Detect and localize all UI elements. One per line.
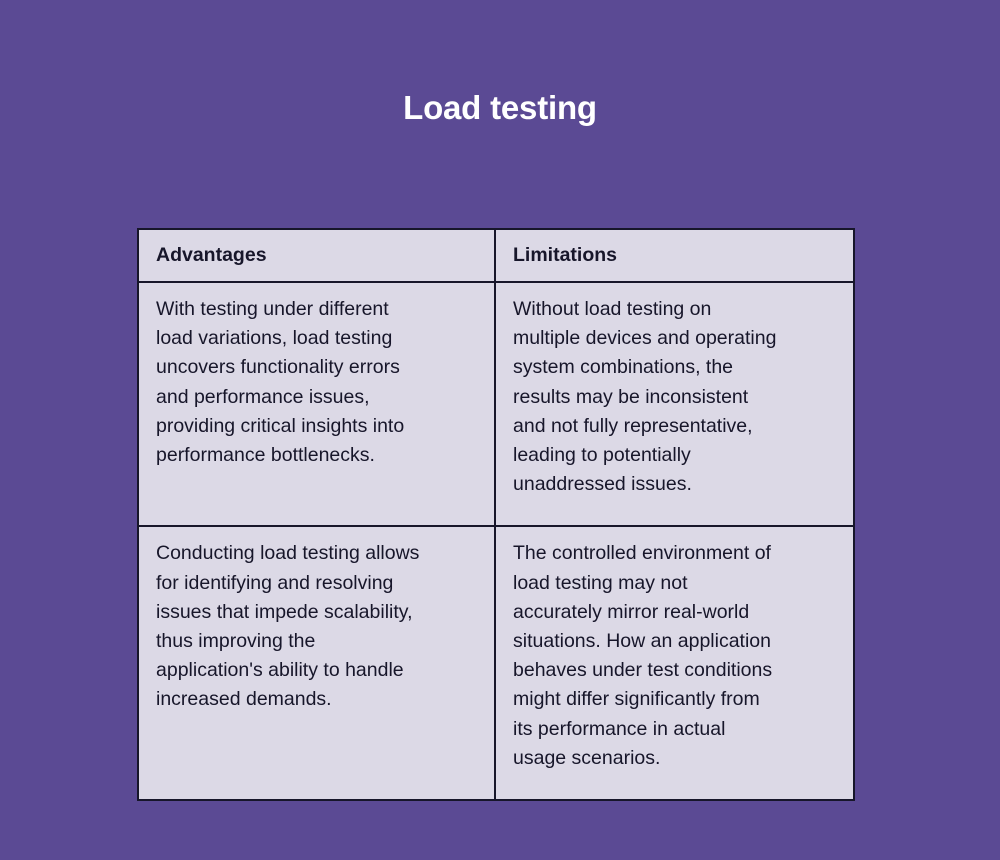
cell-limitations-1: Without load testing on multiple devices… [494, 280, 855, 528]
cell-text: The controlled environment of load testi… [513, 542, 773, 769]
table-body: With testing under different load variat… [137, 280, 855, 802]
page-title: Load testing [403, 89, 597, 126]
table-header-row: Advantages Limitations [137, 228, 855, 283]
column-header-advantages: Advantages [137, 228, 496, 283]
cell-text: Without load testing on multiple devices… [513, 298, 777, 496]
advantages-limitations-table: Advantages Limitations With testing unde… [137, 228, 855, 802]
table-row: Conducting load testing allows for ident… [137, 525, 855, 802]
cell-text: Conducting load testing allows for ident… [156, 542, 420, 711]
cell-limitations-2: The controlled environment of load testi… [494, 525, 855, 802]
cell-text: With testing under different load variat… [156, 298, 405, 467]
column-header-limitations: Limitations [494, 228, 855, 283]
table-header: Advantages Limitations [137, 228, 855, 283]
cell-advantages-2: Conducting load testing allows for ident… [137, 525, 496, 802]
cell-advantages-1: With testing under different load variat… [137, 280, 496, 528]
table-row: With testing under different load variat… [137, 280, 855, 528]
